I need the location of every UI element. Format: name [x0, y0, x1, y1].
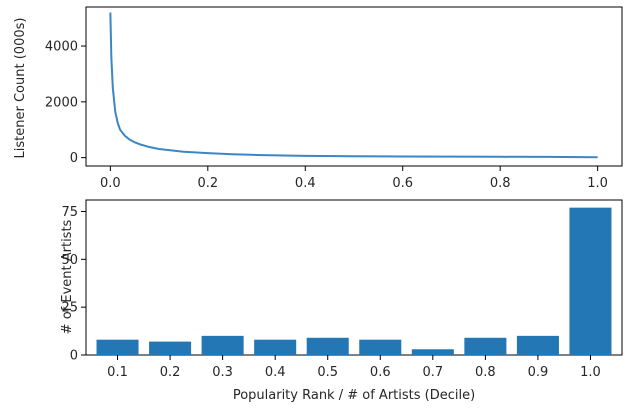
line-chart-y-axis-label: Listener Count (000s) — [13, 18, 28, 159]
line-chart-y-tick-label: 2000 — [45, 95, 78, 110]
line-chart-x-tick-label: 0.0 — [100, 176, 121, 191]
line-chart-x-tick-label: 1.0 — [587, 176, 608, 191]
bar-chart-x-tick-label: 0.3 — [212, 365, 233, 380]
bar-0.8 — [464, 337, 507, 355]
line-series-listener-count — [109, 12, 598, 159]
bar-0.2 — [149, 341, 192, 355]
bar-0.5 — [306, 337, 349, 355]
bar-chart-x-tick-label: 0.5 — [317, 365, 338, 380]
line-chart-x-tick-label: 0.2 — [197, 176, 218, 191]
bar-chart-plot-area — [85, 199, 623, 356]
bar-chart-x-tick-label: 0.7 — [422, 365, 443, 380]
line-chart-listener-count: 0 2000 4000 0.0 0.2 0.4 0.6 0.8 1.0 Listener Co… — [13, 6, 623, 191]
bar-chart-bars — [96, 207, 612, 355]
bar-0.4 — [254, 339, 297, 355]
bar-0.9 — [516, 335, 559, 355]
bar-chart-y-tick-label: 50 — [61, 253, 78, 268]
bar-chart-y-tick-label: 25 — [61, 301, 78, 316]
bar-chart-y-tick-label: 75 — [61, 205, 78, 220]
bar-1.0 — [569, 207, 612, 355]
bar-chart-x-tick-label: 0.4 — [265, 365, 286, 380]
bar-0.3 — [201, 335, 244, 355]
line-chart-x-ticks: 0.0 0.2 0.4 0.6 0.8 1.0 — [100, 166, 608, 191]
line-chart-plot-area — [85, 6, 623, 167]
bar-chart-y-tick-label: 0 — [70, 349, 78, 364]
line-chart-series — [109, 12, 598, 159]
bar-chart-event-artists: 0 25 50 75 0.1 0.2 0.3 0.4 0.5 0.6 0.7 0.8 0.9 1.0 #… — [60, 199, 623, 403]
line-chart-x-tick-label: 0.6 — [392, 176, 413, 191]
line-chart-y-ticks: 0 2000 4000 — [45, 40, 86, 166]
bar-chart-x-tick-label: 1.0 — [580, 365, 601, 380]
line-chart-x-tick-label: 0.8 — [490, 176, 511, 191]
bar-chart-x-tick-label: 0.2 — [160, 365, 181, 380]
bar-chart-x-axis-label: Popularity Rank / # of Artists (Decile) — [233, 388, 475, 403]
bar-0.6 — [359, 339, 402, 355]
bar-chart-y-ticks: 0 25 50 75 — [61, 205, 86, 364]
bar-chart-y-axis-label: # of Event Artists — [60, 219, 75, 334]
bar-chart-x-tick-label: 0.1 — [107, 365, 128, 380]
line-chart-y-tick-label: 4000 — [45, 40, 78, 55]
bar-0.7 — [411, 349, 454, 355]
bar-chart-x-tick-label: 0.8 — [475, 365, 496, 380]
line-chart-y-tick-label: 0 — [70, 151, 78, 166]
bar-chart-x-ticks: 0.1 0.2 0.3 0.4 0.5 0.6 0.7 0.8 0.9 1.0 — [107, 355, 601, 380]
line-chart-x-tick-label: 0.4 — [295, 176, 316, 191]
bar-chart-x-tick-label: 0.9 — [528, 365, 549, 380]
bar-0.1 — [96, 339, 139, 355]
bar-chart-x-tick-label: 0.6 — [370, 365, 391, 380]
